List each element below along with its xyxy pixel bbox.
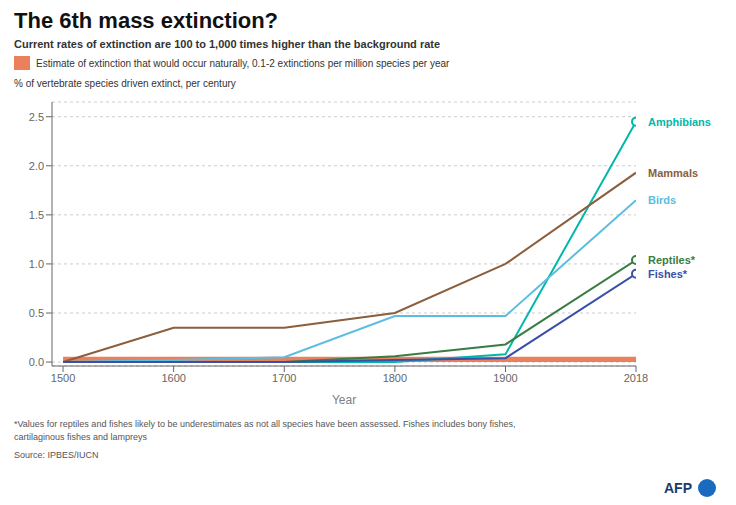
svg-text:2018: 2018 [624, 372, 648, 384]
svg-text:2.0: 2.0 [29, 160, 44, 172]
html-text:% of vertebrate species driven: % of vertebrate species driven extinct, … [14, 78, 236, 89]
svg-text:Fishes*: Fishes* [648, 268, 688, 280]
html-text:*Values for reptiles and fishe: *Values for reptiles and fishes likely t… [14, 419, 516, 429]
svg-text:Amphibians: Amphibians [648, 116, 711, 128]
html-text:The 6th mass extinction?: The 6th mass extinction? [14, 8, 279, 33]
html-text:Estimate of extinction that wo: Estimate of extinction that would occur … [36, 57, 450, 69]
svg-text:Year: Year [332, 393, 356, 407]
svg-text:1.5: 1.5 [29, 209, 44, 221]
svg-text:Mammals: Mammals [648, 167, 698, 179]
svg-text:0.0: 0.0 [29, 356, 44, 368]
svg-text:1.0: 1.0 [29, 258, 44, 270]
svg-text:1500: 1500 [51, 372, 75, 384]
html-text:cartilaginous fishes and lampr: cartilaginous fishes and lampreys [14, 431, 148, 442]
svg-text:0.5: 0.5 [29, 307, 44, 319]
svg-text:1700: 1700 [272, 372, 296, 384]
svg-text:Reptiles*: Reptiles* [648, 254, 696, 266]
svg-text:1600: 1600 [161, 372, 185, 384]
html-text:Source: IPBES/IUCN: Source: IPBES/IUCN [14, 450, 99, 461]
svg-text:2.5: 2.5 [29, 111, 44, 123]
svg-text:Birds: Birds [648, 194, 676, 206]
html-text:AFP: AFP [664, 480, 692, 496]
html-text:Current rates of extinction ar: Current rates of extinction are 100 to 1… [14, 38, 441, 50]
svg-text:1800: 1800 [383, 372, 407, 384]
svg-text:1900: 1900 [493, 372, 517, 384]
